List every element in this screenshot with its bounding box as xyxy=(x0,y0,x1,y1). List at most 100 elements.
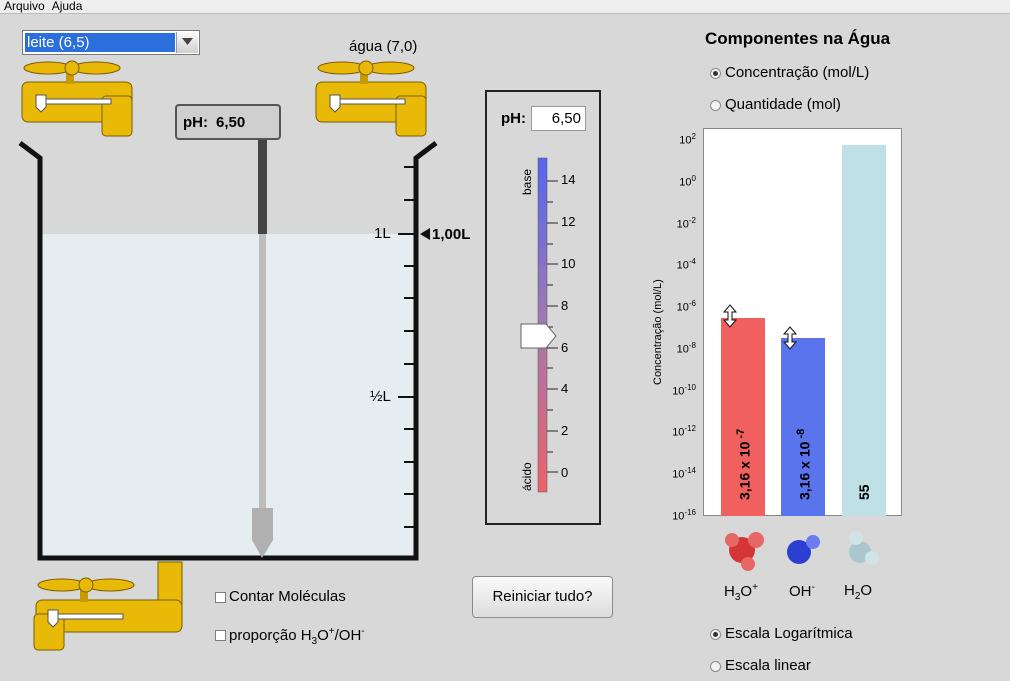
radio-log-scale-label: Escala Logarítmica xyxy=(725,625,853,642)
bar-value-mantissa: 3,16 x 10 xyxy=(796,441,813,500)
y-tick-base: 10 xyxy=(672,427,685,440)
y-axis-label: Concentração (mol/L) xyxy=(652,279,664,385)
h2o-sub: 2 xyxy=(854,591,861,602)
bar-h2o xyxy=(842,145,886,516)
h2o-mid: O xyxy=(860,582,873,599)
solution-selected-value: leite (6,5) xyxy=(25,33,175,52)
y-tick-label: 10-4 xyxy=(656,257,696,272)
y-tick-exp: 2 xyxy=(691,132,696,141)
menu-bar: Arquivo Ajuda xyxy=(0,0,1010,14)
count-molecules-label: Contar Moléculas xyxy=(229,588,346,605)
ph-value-field[interactable]: 6,50 xyxy=(531,106,586,131)
menu-ajuda[interactable]: Ajuda xyxy=(51,0,83,13)
y-tick-exp: -2 xyxy=(688,215,696,225)
oh-drag-arrow-icon[interactable] xyxy=(782,326,798,350)
volume-marker-icon xyxy=(420,228,430,240)
oh-molecule-icon xyxy=(787,535,820,564)
ph-probe-stem-dark xyxy=(258,140,267,234)
h3o-drag-arrow-icon[interactable] xyxy=(722,304,738,328)
oh-sup: - xyxy=(811,582,815,593)
reset-button[interactable]: Reiniciar tudo? xyxy=(472,576,613,618)
h2o-base: H xyxy=(844,582,855,599)
ratio-o: O xyxy=(317,627,329,644)
bar-value-label: 3,16 x 10 -8 xyxy=(795,429,813,500)
h2o-molecule-icon xyxy=(849,531,879,565)
ph-probe-tip xyxy=(252,508,273,558)
radio-quantity-label: Quantidade (mol) xyxy=(725,96,841,113)
ph-probe-label: pH: xyxy=(183,114,208,131)
radio-linear-scale[interactable] xyxy=(710,661,721,672)
y-tick-label: 10-16 xyxy=(656,508,696,523)
y-tick-label: 100 xyxy=(656,174,696,189)
y-tick-exp: -4 xyxy=(688,257,696,267)
ph-tick: 4 xyxy=(561,381,569,396)
ratio-rest: /OH xyxy=(334,627,362,644)
drain-faucet[interactable] xyxy=(33,561,183,651)
bar-value-label: 3,16 x 10 -7 xyxy=(735,429,753,500)
y-tick-exp: -14 xyxy=(684,466,696,476)
radio-concentration[interactable] xyxy=(710,68,721,79)
radio-quantity[interactable] xyxy=(710,100,721,111)
y-tick-label: 10-14 xyxy=(656,466,696,481)
ratio-sub: 3 xyxy=(311,636,318,647)
ph-tick: 0 xyxy=(561,465,569,480)
ph-probe-value: 6,50 xyxy=(216,114,246,131)
y-tick-label: 10-6 xyxy=(656,299,696,314)
bar-value-mantissa: 3,16 x 10 xyxy=(736,441,753,500)
y-tick-base: 10 xyxy=(676,259,689,272)
ph-tick: 14 xyxy=(561,172,576,187)
ph-tick: 6 xyxy=(561,340,569,355)
bar-oh xyxy=(781,338,825,516)
ph-tick: 12 xyxy=(561,214,576,229)
oh-base: OH xyxy=(789,583,812,600)
ph-slider-handle[interactable] xyxy=(520,322,560,352)
radio-log-scale[interactable] xyxy=(710,629,721,640)
ph-tick: 8 xyxy=(561,298,569,313)
y-tick-base: 10 xyxy=(679,176,692,189)
ph-tick: 2 xyxy=(561,423,569,438)
y-tick-label: 102 xyxy=(656,132,696,147)
beaker-mark-1l: 1L xyxy=(374,225,391,242)
h3o-sup: + xyxy=(752,582,758,593)
y-tick-base: 10 xyxy=(676,301,689,314)
ph-probe-stem xyxy=(259,234,266,508)
chevron-down-icon[interactable] xyxy=(176,32,198,53)
h3o-mid: O xyxy=(740,583,753,600)
ph-tick: 10 xyxy=(561,256,576,271)
h3o-molecule-icon xyxy=(725,532,764,571)
menu-arquivo[interactable]: Arquivo xyxy=(4,0,45,13)
y-tick-exp: -6 xyxy=(688,299,696,309)
y-tick-exp: -10 xyxy=(684,382,696,392)
ratio-label: proporção H3O+/OH- xyxy=(229,626,365,647)
solution-select[interactable]: leite (6,5) xyxy=(22,30,200,55)
y-tick-exp: -12 xyxy=(684,424,696,434)
beaker-wall xyxy=(18,141,438,561)
y-tick-label: 10-10 xyxy=(656,383,696,398)
y-tick-label: 10-2 xyxy=(656,216,696,231)
milk-faucet[interactable] xyxy=(21,60,133,137)
acid-label: ácido xyxy=(520,462,534,491)
oh-label: OH- xyxy=(789,582,815,600)
ratio-minus: - xyxy=(361,626,365,637)
y-tick-base: 10 xyxy=(672,385,685,398)
ratio-text: proporção H xyxy=(229,627,312,644)
y-tick-exp: 0 xyxy=(691,173,696,183)
y-tick-base: 10 xyxy=(672,510,685,523)
beaker-scene xyxy=(18,60,438,651)
y-tick-exp: -8 xyxy=(688,340,696,350)
y-tick-label: 10-8 xyxy=(656,341,696,356)
ph-meter-label: pH: xyxy=(501,110,526,127)
y-tick-base: 10 xyxy=(679,134,692,147)
ratio-checkbox[interactable] xyxy=(215,630,226,641)
beaker-mark-half: ½L xyxy=(370,388,391,405)
h3o-sub: 3 xyxy=(734,592,741,603)
bar-value-label: 55 xyxy=(856,484,872,500)
bar-value-mantissa: 55 xyxy=(856,484,872,500)
ph-probe-readout[interactable]: pH: 6,50 xyxy=(175,104,281,140)
bar-h3o xyxy=(721,317,765,516)
water-faucet[interactable] xyxy=(315,60,427,137)
count-molecules-checkbox[interactable] xyxy=(215,592,226,603)
bar-value-exp: -7 xyxy=(735,428,747,442)
y-tick-label: 10-12 xyxy=(656,424,696,439)
bar-value-exp: -8 xyxy=(795,428,807,442)
